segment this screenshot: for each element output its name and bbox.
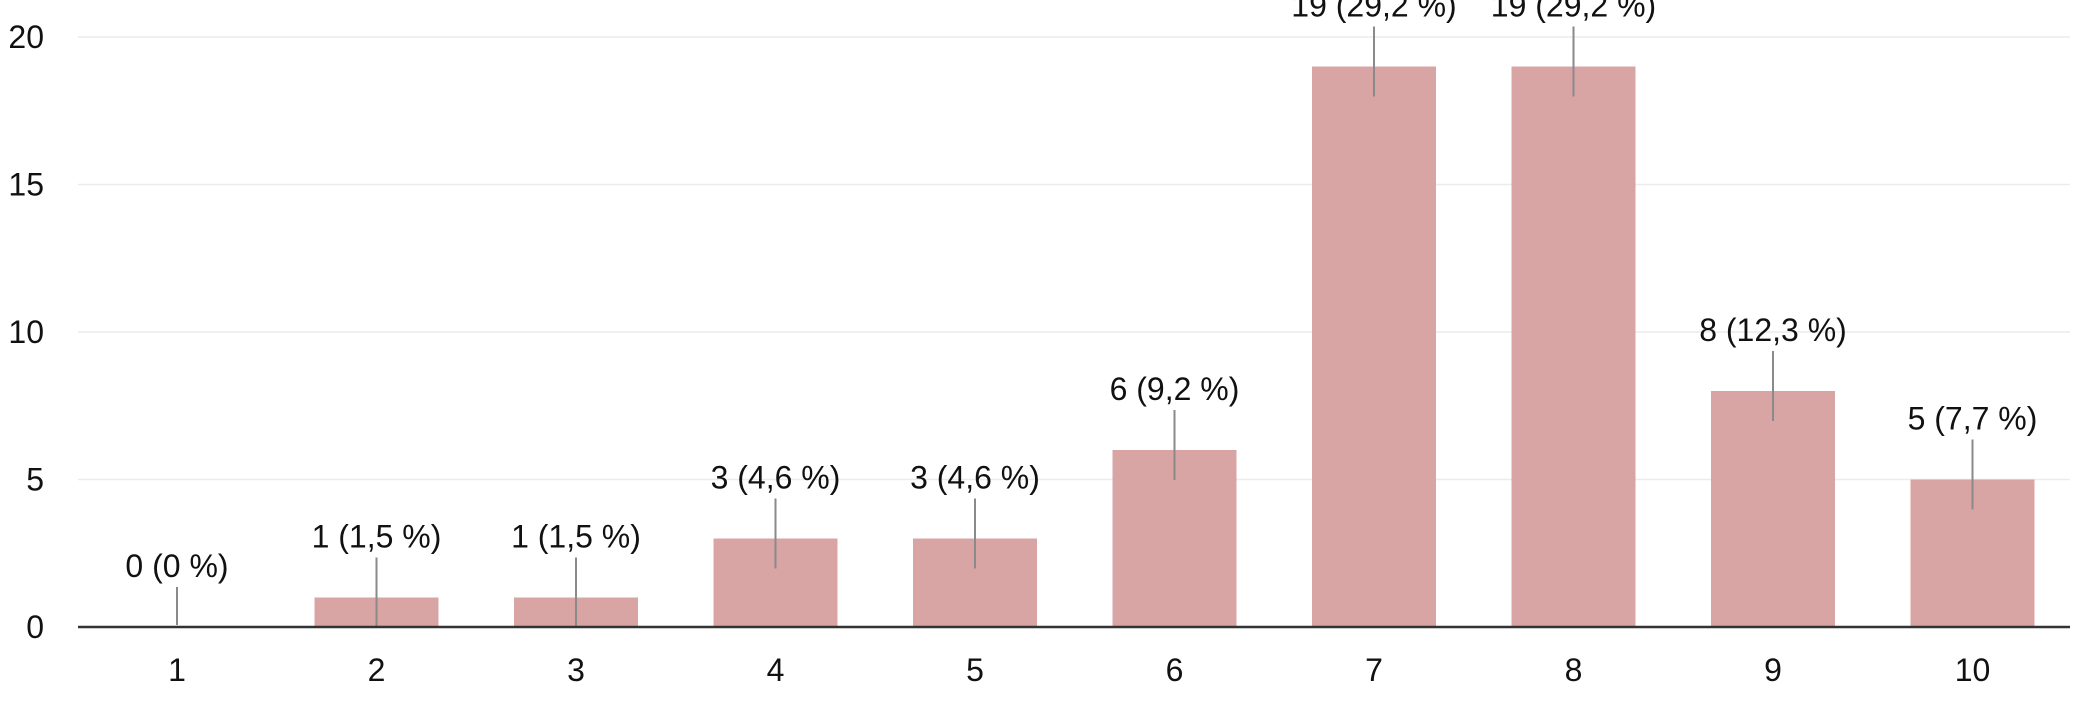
data-label-1: 0 (0 %) [125,548,228,584]
x-tick-label: 1 [168,652,186,688]
data-label-4: 3 (4,6 %) [711,460,841,496]
data-label-9: 8 (12,3 %) [1699,312,1847,348]
y-tick-label: 10 [8,314,44,350]
y-tick-label: 15 [8,167,44,203]
y-tick-label: 20 [8,19,44,55]
x-tick-label: 6 [1166,652,1184,688]
data-label-8: 19 (29,2 %) [1491,0,1656,24]
x-tick-label: 4 [767,652,785,688]
data-label-2: 1 (1,5 %) [312,519,442,555]
y-tick-label: 0 [26,609,44,645]
data-label-10: 5 (7,7 %) [1908,401,2038,437]
data-label-3: 1 (1,5 %) [511,519,641,555]
x-tick-label: 3 [567,652,585,688]
x-tick-label: 7 [1365,652,1383,688]
data-label-leaders [176,26,1974,628]
bar-9 [1711,391,1835,627]
x-axis-ticks: 1 2 3 4 5 6 7 8 9 10 [168,652,1990,688]
data-label-6: 6 (9,2 %) [1110,371,1240,407]
x-tick-label: 8 [1565,652,1583,688]
y-axis-ticks: 0 5 10 15 20 [8,19,44,645]
x-tick-label: 5 [966,652,984,688]
y-tick-label: 5 [26,462,44,498]
data-label-5: 3 (4,6 %) [910,460,1040,496]
bar-8 [1511,66,1636,627]
data-labels: 0 (0 %) 1 (1,5 %) 1 (1,5 %) 3 (4,6 %) 3 (4,6… [125,0,2037,584]
data-label-7: 19 (29,2 %) [1291,0,1456,24]
x-tick-label: 10 [1955,652,1991,688]
x-tick-label: 9 [1764,652,1782,688]
x-tick-label: 2 [368,652,386,688]
bar-7 [1312,66,1436,627]
